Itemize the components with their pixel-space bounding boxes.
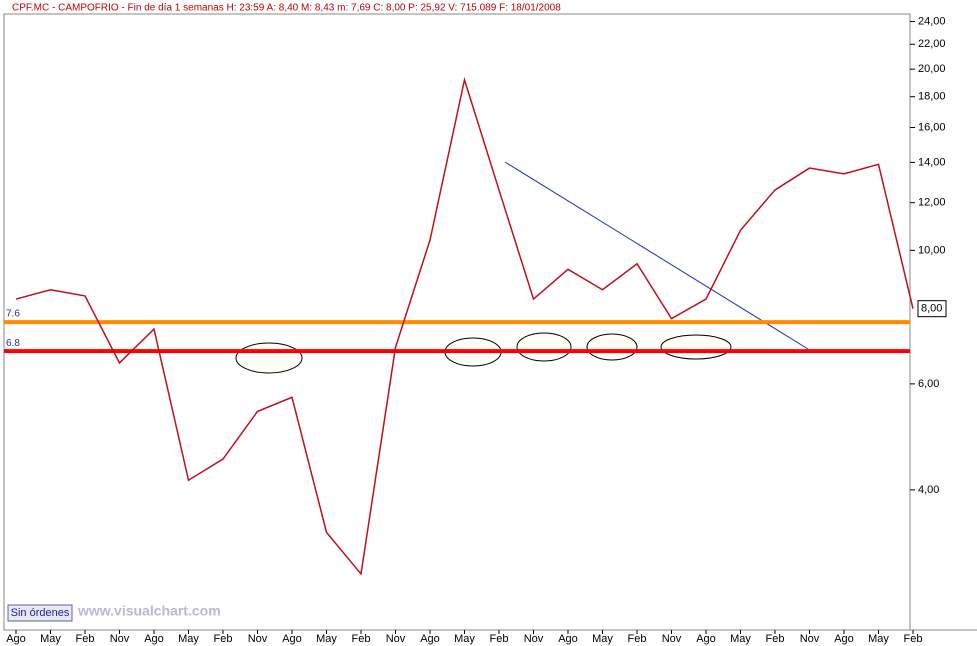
y-tick-label: 10,00 — [918, 244, 946, 256]
y-tick-label: 24,00 — [918, 15, 946, 27]
button[interactable] — [7, 604, 73, 622]
x-tick-label: Feb — [76, 633, 95, 645]
x-tick-label: Nov — [110, 633, 130, 645]
y-tick-label: 20,00 — [918, 63, 946, 75]
x-tick-label: May — [178, 633, 199, 645]
x-tick-label: May — [454, 633, 475, 645]
price-line — [15, 76, 914, 576]
y-tick-label: 22,00 — [918, 38, 946, 50]
x-tick-label: May — [316, 633, 337, 645]
horizontal-line-label: 6.8 — [6, 338, 20, 349]
x-tick-label: May — [730, 633, 751, 645]
x-tick-label: May — [868, 633, 889, 645]
x-tick-label: Nov — [662, 633, 682, 645]
button-label[interactable]: Sin órdenes — [11, 607, 70, 619]
ellipse — [516, 332, 572, 362]
horizontal-line-label: 7.6 — [6, 309, 20, 320]
ellipse — [660, 334, 732, 360]
y-tick-label: 12,00 — [918, 197, 946, 209]
x-tick-label: Feb — [628, 633, 647, 645]
x-tick-label: May — [592, 633, 613, 645]
y-tick-label: 14,00 — [918, 156, 946, 168]
last-value-label: 8,00 — [921, 303, 942, 315]
x-tick-label: Feb — [766, 633, 785, 645]
x-tick-label: Nov — [800, 633, 820, 645]
trend-line — [504, 161, 809, 350]
chart-title: CPF.MC - CAMPOFRIO - Fin de día 1 semana… — [12, 3, 561, 14]
x-tick-label: Ago — [282, 633, 302, 645]
y-tick-label: 18,00 — [918, 91, 946, 103]
x-tick-label: May — [40, 633, 61, 645]
x-tick-label: Feb — [490, 633, 509, 645]
x-tick-label: Ago — [144, 633, 164, 645]
x-tick-label: Feb — [352, 633, 371, 645]
x-tick-label: Ago — [834, 633, 854, 645]
x-tick-label: Nov — [524, 633, 544, 645]
last-value-box — [917, 300, 947, 318]
y-tick-label: 4,00 — [918, 484, 939, 496]
y-tick-label: 16,00 — [918, 121, 946, 133]
x-tick-label: Nov — [248, 633, 268, 645]
x-tick-label: Ago — [558, 633, 578, 645]
x-tick-label: Feb — [214, 633, 233, 645]
watermark: www.visualchart.com — [77, 603, 221, 619]
y-tick-label: 6,00 — [918, 378, 939, 390]
x-tick-label: Feb — [904, 633, 923, 645]
x-tick-label: Ago — [420, 633, 440, 645]
x-tick-label: Ago — [696, 633, 716, 645]
ellipse — [235, 342, 303, 374]
x-tick-label: Ago — [6, 633, 26, 645]
x-tick-label: Nov — [386, 633, 406, 645]
ellipse — [586, 333, 638, 361]
